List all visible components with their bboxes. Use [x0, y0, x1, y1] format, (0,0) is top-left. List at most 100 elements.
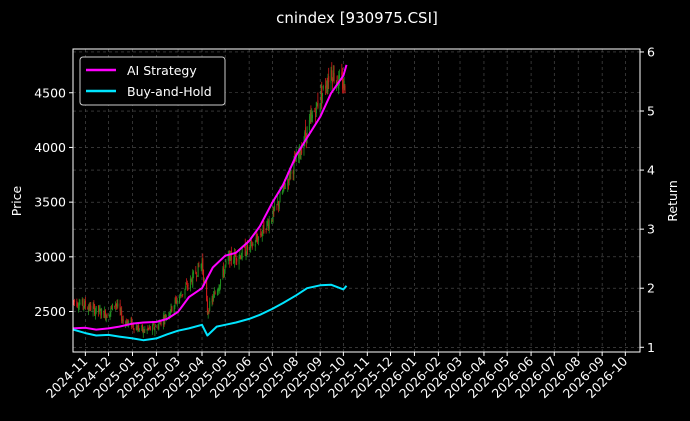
candle-body: [249, 245, 251, 249]
legend-label-ai-strategy: AI Strategy: [127, 63, 197, 78]
candle-body: [235, 254, 237, 261]
candle-body: [168, 314, 170, 316]
candle-body: [90, 305, 92, 311]
candle-body: [187, 284, 189, 287]
candle-body: [315, 112, 317, 118]
candle-body: [143, 330, 145, 333]
candle-body: [282, 188, 284, 193]
candle-body: [144, 329, 146, 331]
candle-body: [305, 133, 307, 141]
candle-body: [87, 307, 89, 312]
candle-body: [121, 310, 123, 321]
candle-body: [342, 84, 344, 89]
candle-body: [238, 257, 240, 265]
candle-body: [206, 277, 208, 301]
candle-body: [327, 80, 329, 92]
candle-body: [154, 328, 156, 332]
candle-body: [223, 267, 225, 276]
candle-body: [332, 78, 334, 82]
candle-body: [88, 304, 90, 309]
candle-body: [104, 310, 106, 319]
candle-body: [257, 236, 259, 241]
candle-body: [117, 303, 119, 307]
y-axis-left: 2500 3000 3500 4000 4500: [34, 85, 73, 319]
candle-body: [138, 328, 140, 330]
candle-body: [224, 265, 226, 269]
candle-body: [109, 312, 111, 317]
candle-body: [255, 237, 257, 242]
candle-body: [182, 294, 184, 295]
candle-body: [311, 114, 313, 121]
y-left-tick-label: 3000: [34, 249, 66, 264]
candle-body: [208, 309, 210, 313]
candle-body: [125, 321, 127, 325]
candle-body: [84, 300, 86, 307]
candle-body: [169, 312, 171, 318]
candle-body: [279, 193, 281, 203]
candle-body: [81, 299, 83, 305]
candle-body: [219, 285, 221, 291]
candle-body: [250, 241, 252, 247]
candle-body: [159, 322, 161, 325]
candle-body: [111, 306, 113, 308]
candle-body: [173, 305, 175, 314]
y-right-tick-label: 1: [647, 340, 655, 355]
candle-body: [73, 300, 75, 302]
candle-body: [100, 311, 102, 316]
candle-body: [343, 80, 345, 86]
candle-body: [149, 326, 151, 330]
candle-body: [106, 313, 108, 318]
candle-body: [202, 258, 204, 272]
candle-body: [344, 85, 346, 94]
candle-body: [176, 300, 178, 304]
candle-body: [153, 322, 155, 330]
series-lines: [72, 64, 348, 342]
candle-body: [158, 323, 160, 330]
candle-body: [171, 306, 173, 311]
candle-body: [218, 287, 220, 291]
candle-body: [240, 256, 242, 260]
candle-body: [331, 70, 333, 79]
candle-body: [179, 296, 181, 303]
candle-body: [74, 300, 76, 303]
candle-body: [146, 329, 148, 331]
candle-body: [133, 328, 135, 330]
candle-body: [108, 316, 110, 318]
candle-body: [174, 299, 176, 307]
candle-body: [138, 325, 140, 331]
candle-body: [197, 263, 199, 277]
candle-body: [193, 271, 195, 275]
candle-body: [127, 319, 129, 323]
candle-body: [116, 304, 118, 307]
candle-body: [273, 208, 275, 211]
candle-body: [130, 320, 132, 323]
candle-body: [243, 246, 245, 248]
candle-body: [79, 302, 81, 304]
candle-body: [311, 115, 313, 118]
candle-body: [292, 171, 294, 174]
candle-body: [310, 112, 312, 117]
candle-body: [209, 301, 211, 311]
candle-body: [155, 326, 157, 327]
candle-body: [185, 286, 187, 290]
candle-body: [87, 308, 89, 310]
candle-body: [165, 317, 167, 318]
candle-body: [94, 311, 96, 317]
candle-body: [181, 295, 183, 297]
candlesticks: [72, 62, 346, 338]
candle-body: [236, 258, 238, 262]
candle-body: [240, 255, 242, 259]
candle-body: [341, 72, 343, 79]
candle-body: [271, 219, 273, 221]
candle-body: [267, 223, 269, 228]
y-left-tick-label: 4000: [34, 140, 66, 155]
candle-body: [284, 187, 286, 189]
candle-body: [119, 303, 121, 312]
candle-body: [125, 322, 127, 324]
candle-body: [305, 127, 307, 137]
candle-body: [325, 85, 327, 89]
candle-body: [211, 298, 213, 303]
candle-body: [317, 100, 319, 109]
candle-body: [333, 72, 335, 81]
